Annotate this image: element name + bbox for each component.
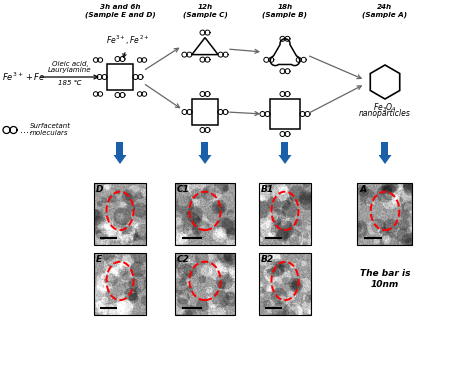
Text: 185 ℃: 185 ℃ (58, 80, 82, 86)
Text: B2: B2 (261, 255, 274, 264)
Bar (357, 183, 412, 245)
Bar (94, 253, 146, 315)
Bar (175, 183, 235, 245)
Polygon shape (382, 142, 389, 155)
Text: 24h
(Sample A): 24h (Sample A) (363, 4, 408, 18)
Polygon shape (192, 37, 218, 55)
Text: moleculars: moleculars (30, 130, 69, 136)
Text: nanoparticles: nanoparticles (359, 109, 411, 118)
Text: E: E (96, 255, 102, 264)
Text: The bar is
10nm: The bar is 10nm (360, 269, 410, 289)
Polygon shape (282, 142, 289, 155)
Bar (107, 64, 133, 90)
Text: C2: C2 (177, 255, 190, 264)
Polygon shape (199, 155, 211, 164)
Bar (259, 253, 311, 315)
Text: Laurylamine: Laurylamine (48, 67, 92, 73)
Text: D: D (96, 185, 103, 194)
Text: B1: B1 (261, 185, 274, 194)
Bar (94, 183, 146, 245)
Text: ....: .... (20, 125, 32, 135)
Text: C1: C1 (177, 185, 190, 194)
Text: $Fe^{3+}, Fe^{2+}$: $Fe^{3+}, Fe^{2+}$ (106, 34, 150, 47)
Bar (270, 99, 300, 129)
Polygon shape (270, 39, 300, 66)
Text: A: A (359, 185, 366, 194)
Polygon shape (113, 155, 127, 164)
Polygon shape (379, 155, 392, 164)
Text: $Fe_3O_4$: $Fe_3O_4$ (373, 102, 397, 115)
Text: Oleic acid,: Oleic acid, (52, 61, 88, 67)
Text: 18h
(Sample B): 18h (Sample B) (263, 4, 308, 18)
Polygon shape (117, 142, 124, 155)
Text: $Fe^{3+}+Fe$: $Fe^{3+}+Fe$ (2, 71, 46, 83)
Text: 3h and 6h
(Sample E and D): 3h and 6h (Sample E and D) (85, 4, 155, 18)
Polygon shape (201, 142, 209, 155)
Text: Surfacetant: Surfacetant (30, 123, 71, 129)
Text: 12h
(Sample C): 12h (Sample C) (182, 4, 228, 18)
Polygon shape (370, 65, 400, 99)
Bar (175, 253, 235, 315)
Bar (192, 99, 218, 125)
Polygon shape (279, 155, 292, 164)
Bar (259, 183, 311, 245)
